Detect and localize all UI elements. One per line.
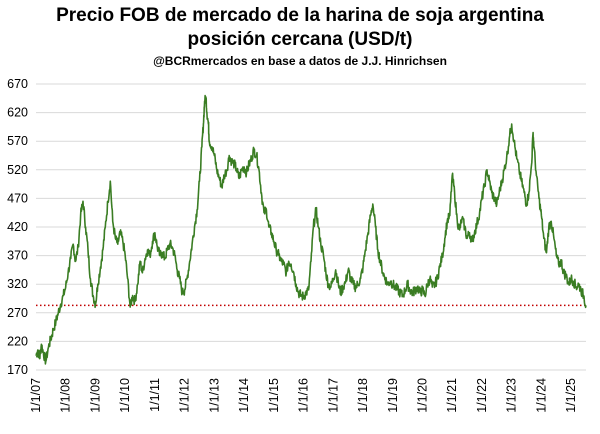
x-tick-label: 1/1/19 — [386, 378, 400, 413]
x-tick-label: 1/1/12 — [178, 378, 192, 413]
x-tick-label: 1/1/11 — [148, 378, 162, 412]
y-tick-label: 370 — [7, 249, 28, 263]
y-tick-label: 470 — [7, 191, 28, 205]
y-tick-label: 220 — [7, 334, 28, 348]
x-tick-label: 1/1/22 — [475, 378, 489, 413]
x-tick-label: 1/1/13 — [207, 378, 221, 413]
x-tick-label: 1/1/14 — [237, 378, 251, 413]
series-line — [35, 94, 587, 365]
x-tick-label: 1/1/16 — [297, 378, 311, 413]
y-tick-label: 270 — [7, 306, 28, 320]
x-tick-label: 1/1/21 — [445, 378, 459, 413]
x-tick-label: 1/1/07 — [29, 378, 43, 413]
y-tick-label: 670 — [7, 77, 28, 91]
x-tick-label: 1/1/23 — [505, 378, 519, 413]
x-tick-label: 1/1/17 — [326, 378, 340, 413]
chart-title: Precio FOB de mercado de la harina de so… — [56, 5, 544, 26]
y-tick-label: 320 — [7, 277, 28, 291]
x-tick-label: 1/1/25 — [564, 378, 578, 413]
y-tick-label: 620 — [7, 106, 28, 120]
x-tick-label: 1/1/08 — [59, 378, 73, 413]
chart-subtitle: @BCRmercados en base a datos de J.J. Hin… — [153, 54, 447, 68]
y-tick-label: 420 — [7, 220, 28, 234]
x-tick-label: 1/1/20 — [415, 378, 429, 413]
chart-title-line2: posición cercana (USD/t) — [187, 29, 413, 50]
x-tick-label: 1/1/10 — [118, 378, 132, 413]
series-layer — [35, 94, 587, 365]
y-tick-label: 570 — [7, 134, 28, 148]
title-block: Precio FOB de mercado de la harina de so… — [0, 4, 600, 69]
y-tick-label: 520 — [7, 163, 28, 177]
x-tick-label: 1/1/09 — [88, 378, 102, 413]
y-axis-ticks: 170 220 270 320 370 420 470 520 570 620 670 — [7, 77, 28, 377]
x-tick-label: 1/1/18 — [356, 378, 370, 413]
x-tick-label: 1/1/24 — [534, 378, 548, 413]
y-tick-label: 170 — [7, 363, 28, 377]
x-axis-ticks: 1/1/07 1/1/08 1/1/09 1/1/10 1/1/11 1/1/12 1/1/… — [29, 378, 578, 413]
grid-layer — [36, 83, 586, 371]
x-tick-label: 1/1/15 — [267, 378, 281, 413]
